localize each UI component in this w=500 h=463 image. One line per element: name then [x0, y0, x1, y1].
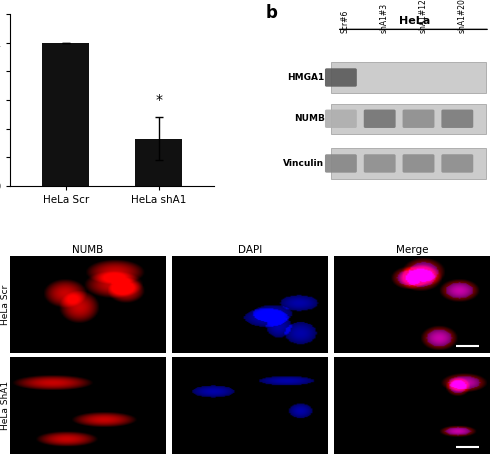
Text: shA1#20: shA1#20	[458, 0, 466, 33]
Y-axis label: HeLa Scr: HeLa Scr	[2, 284, 11, 325]
FancyBboxPatch shape	[364, 110, 396, 128]
Text: shA1#12: shA1#12	[418, 0, 428, 33]
Text: b: b	[266, 4, 277, 22]
FancyBboxPatch shape	[402, 154, 434, 173]
Title: Merge: Merge	[396, 245, 428, 255]
FancyBboxPatch shape	[325, 110, 357, 128]
Text: *: *	[155, 93, 162, 107]
FancyBboxPatch shape	[442, 154, 474, 173]
FancyBboxPatch shape	[325, 154, 357, 173]
Text: NUMB: NUMB	[294, 114, 324, 123]
Text: HeLa: HeLa	[399, 16, 430, 25]
Y-axis label: HeLa ShA1: HeLa ShA1	[2, 381, 11, 430]
FancyBboxPatch shape	[325, 69, 357, 87]
Text: Scr#6: Scr#6	[341, 9, 350, 33]
Title: NUMB: NUMB	[72, 245, 104, 255]
FancyBboxPatch shape	[402, 110, 434, 128]
FancyBboxPatch shape	[330, 149, 486, 179]
Text: HMGA1: HMGA1	[288, 73, 325, 82]
Bar	[136, 138, 182, 186]
FancyBboxPatch shape	[330, 104, 486, 134]
Title: DAPI: DAPI	[238, 245, 262, 255]
FancyBboxPatch shape	[330, 63, 486, 93]
Text: shA1#3: shA1#3	[380, 3, 388, 33]
Bar	[42, 43, 89, 186]
Text: Vinculin: Vinculin	[284, 159, 325, 168]
FancyBboxPatch shape	[364, 154, 396, 173]
FancyBboxPatch shape	[442, 110, 474, 128]
